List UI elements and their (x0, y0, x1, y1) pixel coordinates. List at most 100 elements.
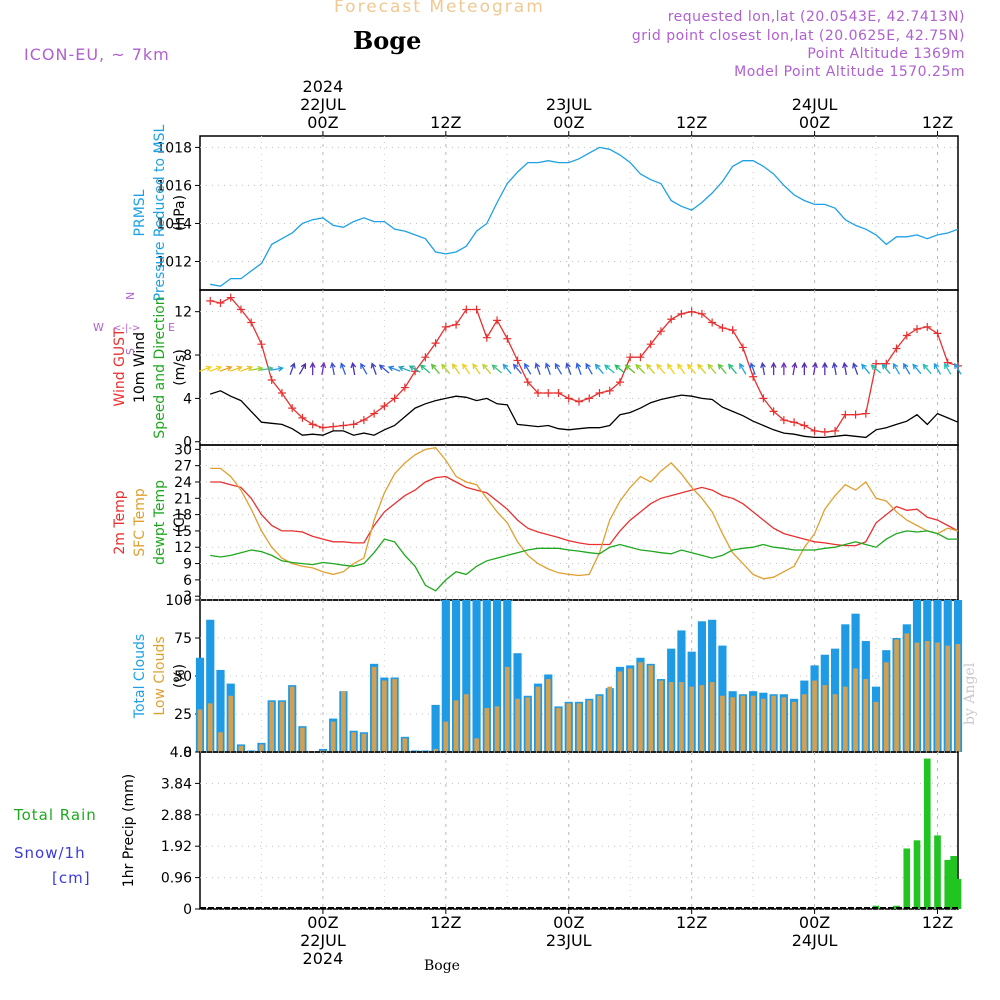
data-point (810, 426, 819, 435)
model-name: ICON-EU, ~ 7km (24, 45, 170, 64)
data-point (421, 353, 430, 362)
data-point (861, 409, 870, 418)
y-tick-label: 100 (165, 593, 192, 609)
bar-total-clouds (195, 657, 205, 752)
wind-arrow (260, 365, 274, 372)
wind-arrow (645, 363, 656, 375)
bar-low-clouds (228, 695, 234, 752)
bar-low-clouds (771, 695, 776, 752)
data-point (595, 388, 604, 397)
place-name: Boge (353, 26, 422, 55)
time-label-bottom: 00Z (307, 913, 338, 932)
wind-arrow (912, 363, 922, 375)
bar-precip (954, 878, 962, 909)
data-point (257, 340, 266, 349)
data-point (800, 421, 809, 430)
data-point (523, 378, 532, 387)
bar-low-clouds (474, 738, 479, 752)
wind-arrow (512, 363, 522, 375)
y-tick-label: 4 (183, 391, 192, 407)
y-tick-label: 0.96 (161, 871, 192, 887)
y-tick-label: 0 (183, 745, 192, 761)
wind-arrow (604, 364, 615, 374)
bar-low-clouds (627, 668, 633, 752)
data-point (339, 421, 348, 430)
data-point (728, 326, 737, 335)
panel-label: 10m Wind (132, 332, 148, 403)
y-tick-label: 6 (183, 573, 192, 589)
data-point (359, 416, 368, 425)
data-point (503, 334, 512, 343)
wind-arrow (861, 363, 871, 375)
wind-arrow (739, 362, 747, 375)
bar-low-clouds (484, 707, 490, 752)
data-point (380, 401, 389, 410)
bar-total-clouds (206, 619, 215, 752)
data-point (708, 318, 717, 327)
data-point (687, 307, 696, 316)
data-point (923, 322, 932, 331)
wind-arrow (397, 365, 411, 372)
panel-label: Speed and Direction (152, 296, 168, 438)
bar-low-clouds (822, 685, 828, 752)
bar-precip (950, 856, 957, 909)
wind-arrow (451, 363, 461, 375)
wind-arrow (881, 363, 891, 375)
data-point (544, 388, 553, 397)
bar-low-clouds (924, 641, 930, 752)
wind-arrow (791, 361, 798, 376)
data-point (318, 423, 327, 432)
data-point (913, 325, 922, 334)
series-line (210, 530, 958, 592)
time-label-bottom: 2024 (303, 949, 344, 968)
time-label-bottom: 00Z (553, 913, 584, 932)
y-tick-label: 1016 (156, 178, 192, 194)
bar-low-clouds (883, 662, 889, 752)
wind-arrow (250, 365, 264, 372)
y-tick-label: 0 (183, 435, 192, 451)
wind-arrow (229, 365, 243, 372)
bar-low-clouds (361, 733, 367, 752)
wind-arrow (430, 363, 440, 375)
data-point (615, 378, 624, 387)
bar-precip (913, 840, 921, 909)
panel-label: 1hr Precip (mm) (121, 774, 137, 887)
data-point (851, 410, 860, 419)
footer-place: Boge (424, 958, 460, 974)
y-tick-label: 30 (174, 442, 192, 458)
wind-arrow (717, 363, 727, 375)
wind-arrow (677, 363, 686, 375)
wind-arrow (370, 362, 377, 375)
data-point (697, 309, 706, 318)
requested-coords: requested lon,lat (20.0543E, 42.7413N) (667, 9, 965, 25)
y-tick-label: 21 (174, 491, 192, 507)
time-label-top: 12Z (922, 113, 953, 132)
wind-arrow (270, 365, 285, 372)
bar-low-clouds (371, 666, 377, 752)
bar-low-clouds (402, 738, 408, 752)
data-point (267, 375, 276, 384)
bar-precip (923, 758, 931, 909)
bar-low-clouds (556, 707, 561, 752)
y-tick-label: 24 (174, 475, 192, 491)
data-point (441, 322, 450, 331)
panel-3 (195, 444, 959, 601)
series-line (210, 446, 959, 580)
y-tick-label: 1018 (156, 140, 192, 156)
compass-north: N (124, 292, 137, 300)
wind-arrow (812, 361, 818, 376)
bar-precip (934, 835, 941, 909)
y-tick-label: 1.92 (161, 839, 192, 855)
bar-low-clouds (863, 679, 869, 752)
panel-label: PRMSL (132, 189, 148, 236)
data-point (656, 327, 665, 336)
bar-low-clouds (945, 645, 951, 752)
data-point (400, 383, 409, 392)
wind-arrow (831, 361, 838, 376)
wind-arrow (199, 365, 213, 372)
wind-arrow (780, 361, 787, 376)
bar-total-clouds (462, 600, 471, 752)
wind-arrow (441, 363, 451, 375)
data-point (226, 293, 235, 302)
